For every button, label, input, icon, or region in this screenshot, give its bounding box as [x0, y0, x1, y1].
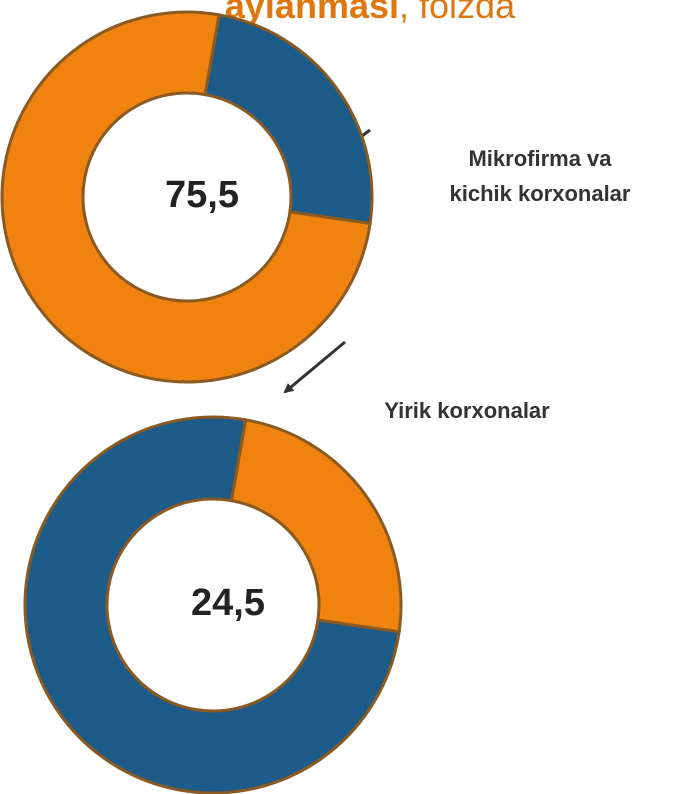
- donut-segment: [0, 10, 372, 384]
- annotation: Yirik korxonalar: [384, 398, 550, 423]
- annotation: kichik korxonalar: [450, 181, 631, 206]
- title-rest: , foizda: [399, 0, 516, 26]
- donut-segment: [23, 415, 401, 794]
- arrow: [283, 340, 346, 394]
- donut-segment: [203, 13, 374, 226]
- title-main: aylanmasi: [225, 0, 399, 26]
- center-label: 75,5: [165, 174, 239, 216]
- title: aylanmasi, foizda: [225, 0, 516, 26]
- center-label: 24,5: [191, 582, 265, 624]
- charts: 75,5 24,5: [0, 10, 403, 794]
- donut-segment: [229, 418, 403, 634]
- annotation: Mikrofirma va: [468, 146, 612, 171]
